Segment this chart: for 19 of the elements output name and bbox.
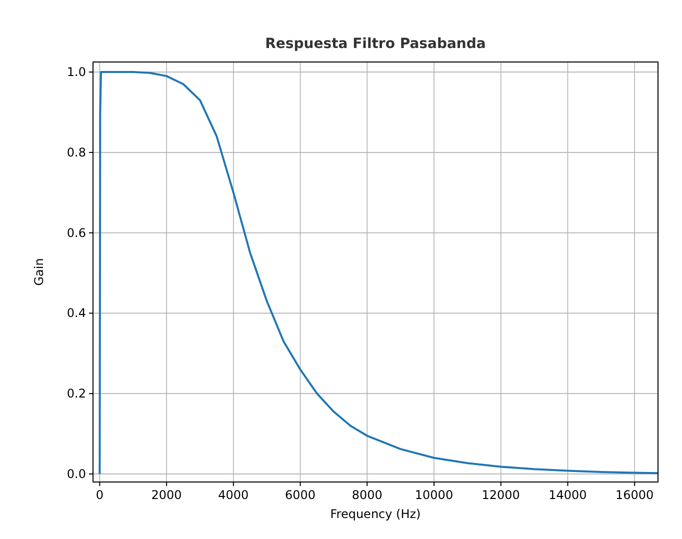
- y-tick-label: 0.4: [66, 306, 86, 320]
- x-tick-label: 2000: [151, 488, 182, 502]
- chart-title: Respuesta Filtro Pasabanda: [265, 36, 486, 52]
- x-tick-label: 12000: [482, 488, 520, 502]
- x-tick-label: 6000: [285, 488, 316, 502]
- y-tick-label: 1.0: [66, 65, 86, 80]
- y-tick-label: 0.8: [66, 145, 86, 160]
- x-tick-label: 4000: [218, 488, 249, 502]
- x-tick-label: 16000: [616, 488, 654, 502]
- x-tick-label: 0: [96, 488, 104, 502]
- x-axis-title: Frequency (Hz): [330, 507, 421, 521]
- y-tick-label: 0.6: [66, 226, 86, 240]
- x-tick-label: 8000: [352, 488, 382, 502]
- x-tick-label: 10000: [414, 488, 454, 502]
- x-tick-label: 14000: [548, 488, 587, 502]
- y-axis-title: Gain: [32, 258, 46, 286]
- y-tick-label: 0.0: [66, 466, 86, 481]
- y-tick-label: 0.2: [66, 386, 86, 401]
- line-series: [98, 71, 658, 475]
